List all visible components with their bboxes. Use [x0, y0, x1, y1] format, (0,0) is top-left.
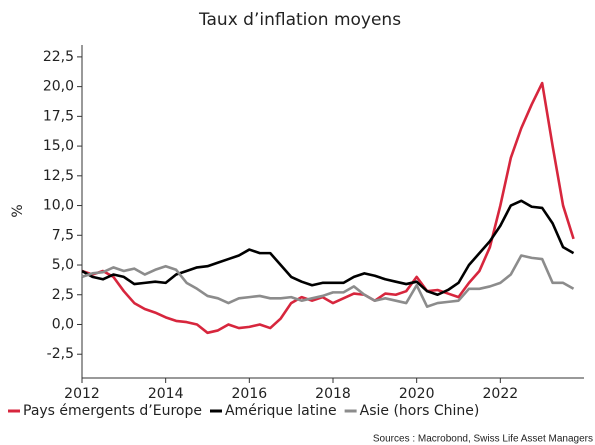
x-tick-label: 2018: [315, 386, 351, 402]
y-tick-label: 10,0: [43, 198, 74, 214]
series-line: [81, 199, 575, 297]
y-tick-label: 22,5: [43, 49, 74, 65]
x-tick-label: 2022: [483, 386, 519, 402]
y-tick-label: 5,0: [52, 257, 74, 273]
y-tick-label: 20,0: [43, 79, 74, 95]
y-axis-label: %: [10, 204, 26, 217]
x-tick-label: 2020: [399, 386, 435, 402]
x-tick-label: 2016: [232, 386, 268, 402]
legend-label: Pays émergents d’Europe: [23, 403, 202, 419]
legend-label: Asie (hors Chine): [360, 403, 480, 419]
series-line: [81, 254, 575, 308]
x-tick-label: 2012: [64, 386, 100, 402]
source-note: Sources : Macrobond, Swiss Life Asset Ma…: [373, 434, 593, 445]
x-tick-label: 2014: [148, 386, 184, 402]
y-tick-label: -2,5: [47, 346, 74, 362]
y-tick-label: 15,0: [43, 138, 74, 154]
y-tick-label: 0,0: [52, 316, 74, 332]
y-tick-label: 2,5: [52, 287, 74, 303]
y-tick-label: 7,5: [52, 227, 74, 243]
y-tick-label: 12,5: [43, 168, 74, 184]
y-tick-label: 17,5: [43, 108, 74, 124]
chart-title: Taux d’inflation moyens: [198, 10, 401, 30]
legend-label: Amérique latine: [225, 403, 337, 419]
